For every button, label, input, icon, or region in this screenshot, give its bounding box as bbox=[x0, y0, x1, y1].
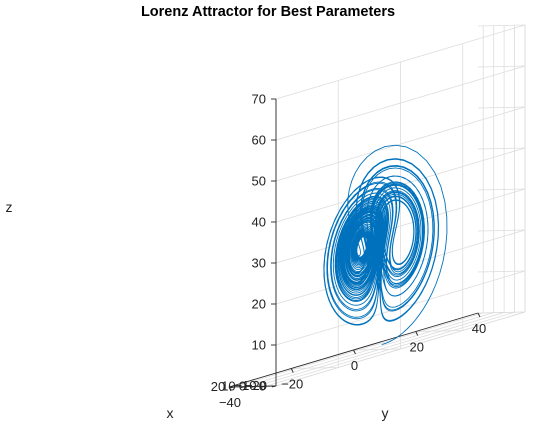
y-tick-label: 20 bbox=[410, 340, 424, 355]
x-tick-mark bbox=[251, 386, 256, 388]
x-axis-line bbox=[228, 385, 277, 388]
z-tick-label: 40 bbox=[252, 215, 266, 230]
grid-line bbox=[477, 65, 526, 68]
grid-line bbox=[291, 367, 339, 369]
y-tick-label: −40 bbox=[219, 395, 241, 410]
x-tick-label: −20 bbox=[245, 378, 267, 393]
grid-line bbox=[477, 106, 526, 109]
grid-line bbox=[415, 330, 463, 332]
y-tick-mark bbox=[228, 386, 232, 392]
grid-line bbox=[477, 147, 526, 150]
z-tick-label: 10 bbox=[252, 338, 266, 353]
x-tick-mark bbox=[240, 386, 245, 389]
z-tick-label: 50 bbox=[252, 174, 266, 189]
plot-area bbox=[323, 144, 448, 345]
chart-title: Lorenz Attractor for Best Parameters bbox=[141, 4, 395, 20]
y-tick-mark bbox=[415, 331, 419, 336]
y-tick-label: −20 bbox=[281, 377, 303, 392]
z-tick-label: 30 bbox=[252, 256, 266, 271]
x-axis-label: x bbox=[167, 405, 174, 421]
grid-line bbox=[275, 311, 526, 387]
y-tick-mark bbox=[477, 312, 481, 318]
x-tick-label: 20 bbox=[211, 379, 225, 394]
x-tick-label: 0 bbox=[239, 378, 246, 393]
z-axis-label: z bbox=[6, 199, 13, 215]
y-tick-mark bbox=[290, 368, 294, 373]
grid-line bbox=[477, 311, 526, 314]
z-tick-label: 70 bbox=[252, 92, 266, 107]
y-tick-label: 40 bbox=[472, 321, 486, 336]
x-tick-mark bbox=[230, 386, 235, 389]
grid-line bbox=[477, 270, 526, 273]
grid-line bbox=[477, 188, 526, 191]
x-tick-label: −10 bbox=[234, 378, 256, 393]
y-axis-label: y bbox=[382, 405, 389, 421]
z-tick-label: 20 bbox=[252, 297, 266, 312]
z-tick-label: 0 bbox=[259, 379, 266, 394]
grid-line bbox=[353, 348, 401, 351]
grid-line bbox=[477, 229, 526, 232]
lorenz-trajectory-line bbox=[323, 144, 448, 345]
y-tick-mark bbox=[353, 349, 356, 355]
x-tick-label: 10 bbox=[221, 379, 235, 394]
z-tick-label: 60 bbox=[252, 133, 266, 148]
y-tick-label: 0 bbox=[351, 358, 358, 373]
x-tick-mark bbox=[261, 385, 266, 388]
grid-line bbox=[477, 24, 526, 27]
